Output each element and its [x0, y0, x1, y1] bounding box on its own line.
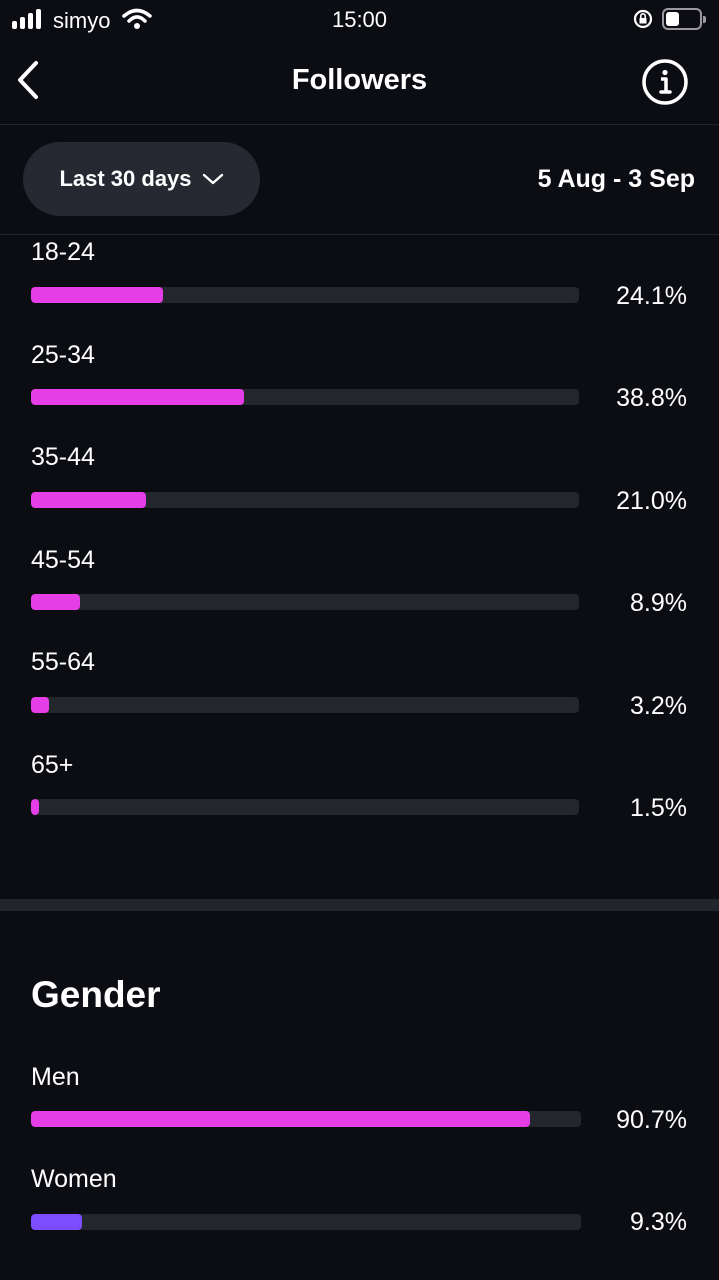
info-icon — [642, 59, 688, 105]
age-label-25-34: 25-34 — [31, 341, 95, 369]
age-bar-track-18-24 — [31, 287, 579, 303]
period-label: Last 30 days — [59, 166, 192, 191]
status-bar: simyo 15:00 — [0, 0, 719, 40]
age-label-65-plus: 65+ — [31, 751, 74, 779]
age-bar-55-64 — [31, 697, 49, 713]
gender-label-men: Men — [31, 1063, 80, 1091]
gender-label-women: Women — [31, 1165, 117, 1193]
age-label-18-24: 18-24 — [31, 238, 95, 266]
gender-bar-men — [31, 1111, 530, 1127]
header: Followers — [0, 40, 719, 125]
gender-section-title: Gender — [31, 974, 161, 1015]
signal-strength-icon — [12, 9, 41, 29]
age-bar-65-plus — [31, 799, 39, 815]
rotation-lock-icon — [632, 8, 654, 35]
age-bar-25-34 — [31, 389, 244, 405]
age-bar-45-54 — [31, 594, 80, 610]
age-value-18-24: 24.1% — [616, 282, 687, 310]
age-label-45-54: 45-54 — [31, 546, 95, 574]
age-bar-track-55-64 — [31, 697, 579, 713]
age-bar-track-25-34 — [31, 389, 579, 405]
gender-bar-track-women — [31, 1214, 581, 1230]
section-divider — [0, 899, 719, 911]
info-button[interactable] — [641, 58, 689, 106]
date-range: 5 Aug - 3 Sep — [537, 165, 695, 193]
page-title: Followers — [291, 64, 428, 96]
carrier-name: simyo — [53, 8, 111, 33]
age-value-25-34: 38.8% — [616, 384, 687, 412]
age-bar-track-35-44 — [31, 492, 579, 508]
gender-bar-women — [31, 1214, 82, 1230]
age-value-65-plus: 1.5% — [630, 794, 687, 822]
age-bar-18-24 — [31, 287, 163, 303]
gender-value-men: 90.7% — [616, 1106, 687, 1134]
chevron-left-icon — [18, 61, 38, 99]
back-button[interactable] — [10, 58, 50, 102]
gender-value-women: 9.3% — [630, 1208, 687, 1236]
wifi-icon — [122, 8, 152, 35]
chevron-down-icon — [202, 173, 223, 185]
age-bar-track-65-plus — [31, 799, 579, 815]
age-bar-track-45-54 — [31, 594, 579, 610]
age-value-35-44: 21.0% — [616, 487, 687, 515]
period-dropdown[interactable]: Last 30 days — [23, 142, 260, 216]
status-time: 15:00 — [331, 7, 388, 32]
age-value-55-64: 3.2% — [630, 692, 687, 720]
age-value-45-54: 8.9% — [630, 589, 687, 617]
age-bar-35-44 — [31, 492, 146, 508]
filter-row: Last 30 days 5 Aug - 3 Sep — [0, 125, 719, 235]
age-label-55-64: 55-64 — [31, 648, 95, 676]
gender-bar-track-men — [31, 1111, 581, 1127]
age-label-35-44: 35-44 — [31, 443, 95, 471]
battery-icon — [662, 8, 706, 30]
